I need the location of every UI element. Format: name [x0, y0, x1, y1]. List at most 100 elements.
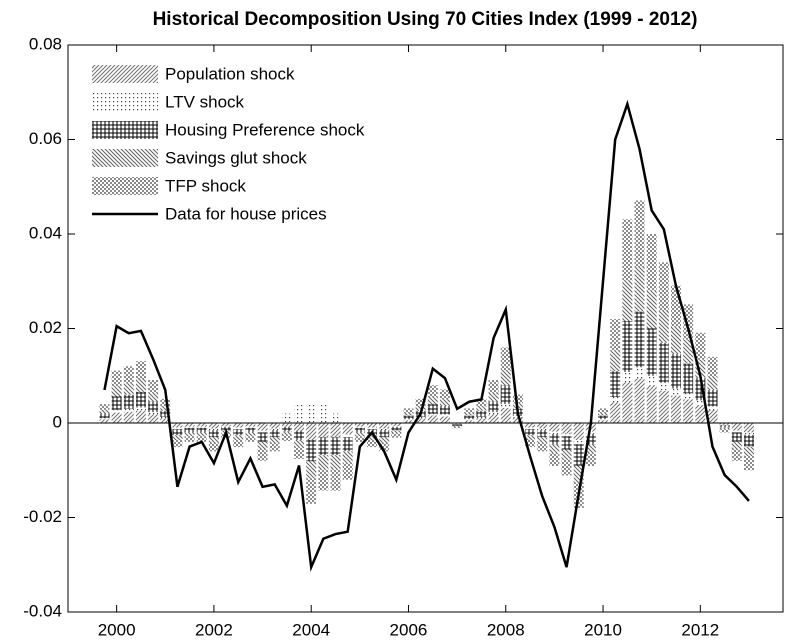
- bar-segment: [439, 405, 450, 415]
- bar-segment: [294, 404, 305, 423]
- x-tick-label: 2002: [195, 620, 233, 639]
- bar-segment: [549, 444, 560, 454]
- bar-segment: [294, 423, 305, 431]
- bar-segment: [427, 415, 438, 423]
- bar-segment: [549, 431, 560, 434]
- bar-segment: [549, 423, 560, 432]
- x-tick-label: 2000: [98, 620, 136, 639]
- bar-segment: [111, 370, 122, 387]
- bar-segment: [269, 428, 280, 431]
- bar-segment: [561, 436, 572, 450]
- bar-segment: [294, 430, 305, 441]
- bar-segment: [488, 401, 499, 413]
- bar-segment: [123, 408, 134, 412]
- bar-segment: [233, 440, 244, 448]
- bar-segment: [306, 461, 317, 479]
- bar-segment: [269, 437, 280, 443]
- bar-segment: [208, 437, 219, 443]
- bar-segment: [743, 423, 754, 433]
- bar-segment: [160, 405, 171, 411]
- bar-segment: [671, 285, 681, 327]
- x-tick-label: 2008: [487, 620, 525, 639]
- bar-segment: [172, 427, 183, 430]
- bar-segment: [123, 366, 134, 384]
- bar-segment: [135, 407, 146, 411]
- bar-segment: [476, 416, 487, 419]
- bar-segment: [99, 419, 110, 423]
- bar-segment: [354, 426, 365, 428]
- bar-segment: [379, 423, 390, 429]
- y-tick-label: -0.04: [23, 601, 62, 620]
- bar-segment: [415, 405, 426, 411]
- bar-segment: [658, 262, 669, 311]
- bar-segment: [719, 423, 730, 425]
- bar-segment: [525, 429, 536, 436]
- bar-segment: [500, 385, 511, 405]
- bar-segment: [342, 423, 353, 435]
- bar-segment: [500, 370, 511, 386]
- bar-segment: [160, 416, 171, 419]
- bar-segment: [622, 280, 633, 321]
- bar-segment: [135, 379, 146, 392]
- bar-segment: [549, 453, 560, 466]
- bar-segment: [646, 375, 657, 386]
- bar-segment: [415, 416, 426, 419]
- bar-segment: [184, 432, 195, 437]
- bar-segment: [731, 430, 742, 433]
- bar-segment: [403, 415, 414, 420]
- bar-segment: [245, 427, 256, 433]
- bar-segment: [525, 435, 536, 441]
- bar-segment: [683, 304, 694, 340]
- bar-segment: [743, 446, 754, 457]
- bar-segment: [245, 423, 256, 427]
- bar-segment: [281, 426, 292, 432]
- bar-segment: [221, 423, 232, 426]
- bar-segment: [561, 449, 572, 460]
- bar-segment: [488, 392, 499, 402]
- bar-segment: [342, 434, 353, 438]
- bar-segment: [330, 437, 341, 456]
- bar-segment: [561, 433, 572, 437]
- bar-segment: [476, 405, 487, 411]
- bar-segment: [391, 426, 402, 431]
- bar-segment: [452, 426, 463, 429]
- bar-segment: [233, 429, 244, 436]
- legend-label: Population shock: [165, 64, 295, 83]
- bar-segment: [585, 453, 596, 466]
- bar-segment: [330, 413, 341, 423]
- bar-segment: [330, 455, 341, 470]
- bar-segment: [257, 449, 268, 461]
- bar-segment: [731, 432, 742, 442]
- bar-segment: [585, 433, 596, 445]
- bar-segment: [695, 400, 706, 406]
- x-tick-label: 2004: [292, 620, 330, 639]
- bar-segment: [306, 423, 317, 441]
- bar-segment: [221, 426, 232, 431]
- bar-segment: [525, 440, 536, 448]
- legend-swatch: [92, 177, 158, 195]
- bar-segment: [488, 380, 499, 393]
- bar-segment: [537, 423, 548, 429]
- bar-segment: [257, 430, 268, 433]
- bar-segment: [634, 200, 645, 268]
- bar-segment: [208, 430, 219, 438]
- bar-segment: [379, 430, 390, 438]
- bar-segment: [464, 412, 475, 416]
- bar-segment: [622, 371, 633, 383]
- bar-segment: [622, 320, 633, 372]
- bar-segment: [598, 419, 609, 421]
- bar-segment: [160, 398, 171, 406]
- bar-segment: [561, 459, 572, 476]
- bar-segment: [439, 399, 450, 406]
- bar-segment: [281, 435, 292, 441]
- bar-segment: [123, 383, 134, 395]
- bar-segment: [464, 420, 475, 423]
- bar-segment: [671, 388, 681, 396]
- bar-segment: [257, 423, 268, 431]
- bar-segment: [719, 425, 730, 428]
- bar-segment: [573, 444, 584, 466]
- bar-segment: [196, 427, 207, 433]
- bar-segment: [646, 328, 657, 376]
- bar-segment: [208, 428, 219, 431]
